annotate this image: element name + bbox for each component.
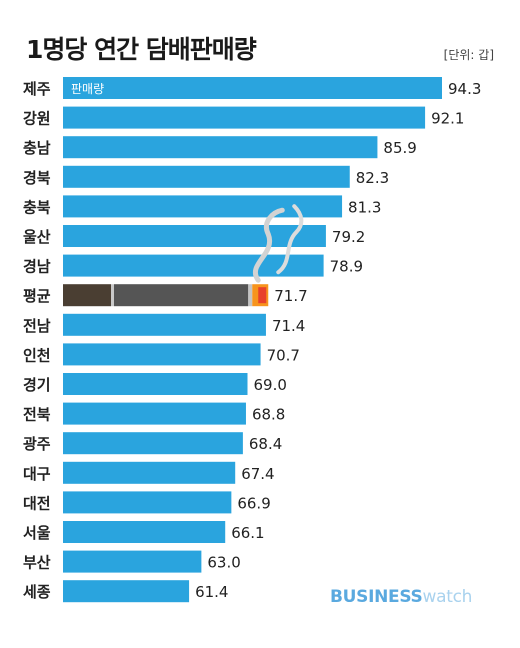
- brand-logo: BUSINESSwatch: [330, 587, 472, 607]
- series-label: 판매량: [71, 82, 104, 96]
- bar: [63, 225, 326, 247]
- unit-note: [단위: 갑]: [443, 48, 494, 62]
- smoke-trail: [276, 204, 304, 275]
- category-label: 인천: [23, 346, 51, 364]
- category-label: 충남: [23, 139, 51, 157]
- category-label: 경남: [23, 258, 51, 276]
- cigarette-body: [114, 284, 249, 307]
- category-label: 평균: [23, 287, 51, 305]
- bar: [63, 136, 378, 159]
- bar: [63, 402, 246, 425]
- bar: [63, 77, 442, 99]
- bar: [63, 521, 226, 543]
- brand-part2: watch: [422, 587, 473, 607]
- smoke-trail: [253, 207, 285, 283]
- value-label: 66.1: [231, 524, 264, 542]
- chart-title: 1명당 연간 담배판매량: [26, 35, 257, 64]
- cigarette-ash: [248, 284, 253, 307]
- category-label: 전남: [23, 317, 51, 335]
- value-label: 70.7: [267, 346, 300, 364]
- category-label: 부산: [23, 554, 51, 572]
- value-label: 82.3: [356, 169, 389, 187]
- category-label: 광주: [23, 435, 51, 453]
- cigarette-filter: [63, 284, 111, 307]
- bar: [63, 491, 232, 514]
- bar: [63, 343, 261, 366]
- value-label: 71.7: [274, 287, 307, 305]
- value-label: 71.4: [272, 317, 305, 335]
- category-label: 대구: [23, 465, 51, 483]
- value-label: 94.3: [448, 80, 481, 98]
- value-label: 81.3: [348, 198, 381, 216]
- bar: [63, 165, 350, 188]
- category-label: 대전: [23, 494, 51, 512]
- category-label: 경북: [23, 169, 51, 187]
- value-label: 92.1: [431, 110, 464, 128]
- category-label: 강원: [23, 110, 51, 128]
- value-label: 78.9: [330, 258, 363, 276]
- value-label: 63.0: [207, 554, 240, 572]
- bar: [63, 313, 266, 336]
- category-label: 제주: [23, 80, 51, 98]
- brand-part1: BUSINESS: [330, 587, 423, 607]
- cigarette-band: [111, 284, 114, 307]
- category-label: 경기: [23, 376, 51, 394]
- value-label: 61.4: [195, 583, 228, 601]
- bar: [63, 580, 190, 603]
- value-label: 69.0: [254, 376, 287, 394]
- value-label: 67.4: [241, 465, 274, 483]
- bar: [63, 373, 248, 395]
- category-label: 충북: [23, 198, 51, 216]
- bar: [63, 432, 243, 455]
- value-label: 85.9: [383, 139, 416, 157]
- category-label: 서울: [23, 524, 51, 542]
- category-label: 울산: [23, 228, 51, 246]
- cigarette-ember-core: [258, 287, 267, 304]
- category-label: 세종: [23, 583, 51, 601]
- value-label: 66.9: [237, 494, 270, 512]
- category-label: 전북: [23, 406, 51, 424]
- value-label: 68.8: [252, 406, 285, 424]
- value-label: 68.4: [249, 435, 282, 453]
- bar: [63, 106, 426, 129]
- value-label: 79.2: [332, 228, 365, 246]
- bar: [63, 550, 202, 573]
- bar: [63, 461, 236, 484]
